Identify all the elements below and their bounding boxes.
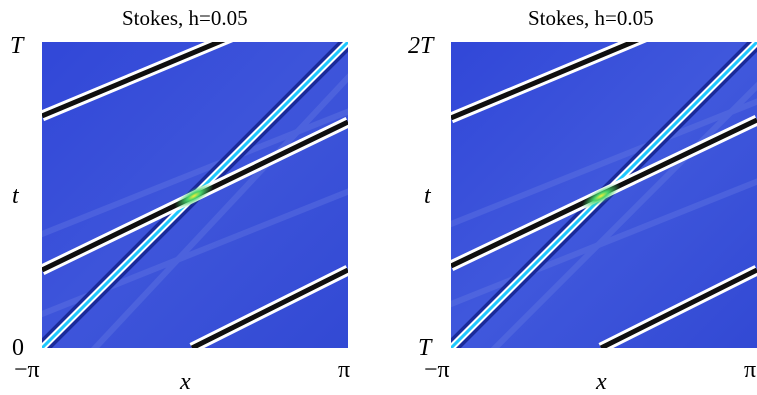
- y-tick-top: 2T: [408, 33, 434, 59]
- chart-panel-right: Stokes, h=0.05 2T t T −π π x: [378, 0, 757, 394]
- collision-peak: [581, 183, 621, 209]
- x-tick-right: π: [338, 357, 351, 383]
- chart-title: Stokes, h=0.05: [122, 6, 248, 30]
- chart-panel-left: Stokes, h=0.05 T t 0 −π π x: [0, 0, 380, 394]
- x-tick-left: −π: [14, 357, 40, 383]
- heatmap-plot-left: [42, 42, 348, 348]
- y-tick-top: T: [10, 33, 24, 59]
- y-axis-label: t: [424, 183, 431, 209]
- chart-title: Stokes, h=0.05: [528, 6, 654, 30]
- x-axis-label: x: [180, 369, 191, 395]
- x-tick-right: π: [744, 357, 757, 383]
- y-tick-bottom: 0: [12, 335, 24, 361]
- y-axis-label: t: [12, 183, 19, 209]
- y-tick-bottom: T: [418, 335, 432, 361]
- collision-peak: [174, 183, 214, 209]
- x-axis-label: x: [596, 369, 607, 395]
- x-tick-left: −π: [424, 357, 450, 383]
- heatmap-plot-right: [451, 42, 757, 348]
